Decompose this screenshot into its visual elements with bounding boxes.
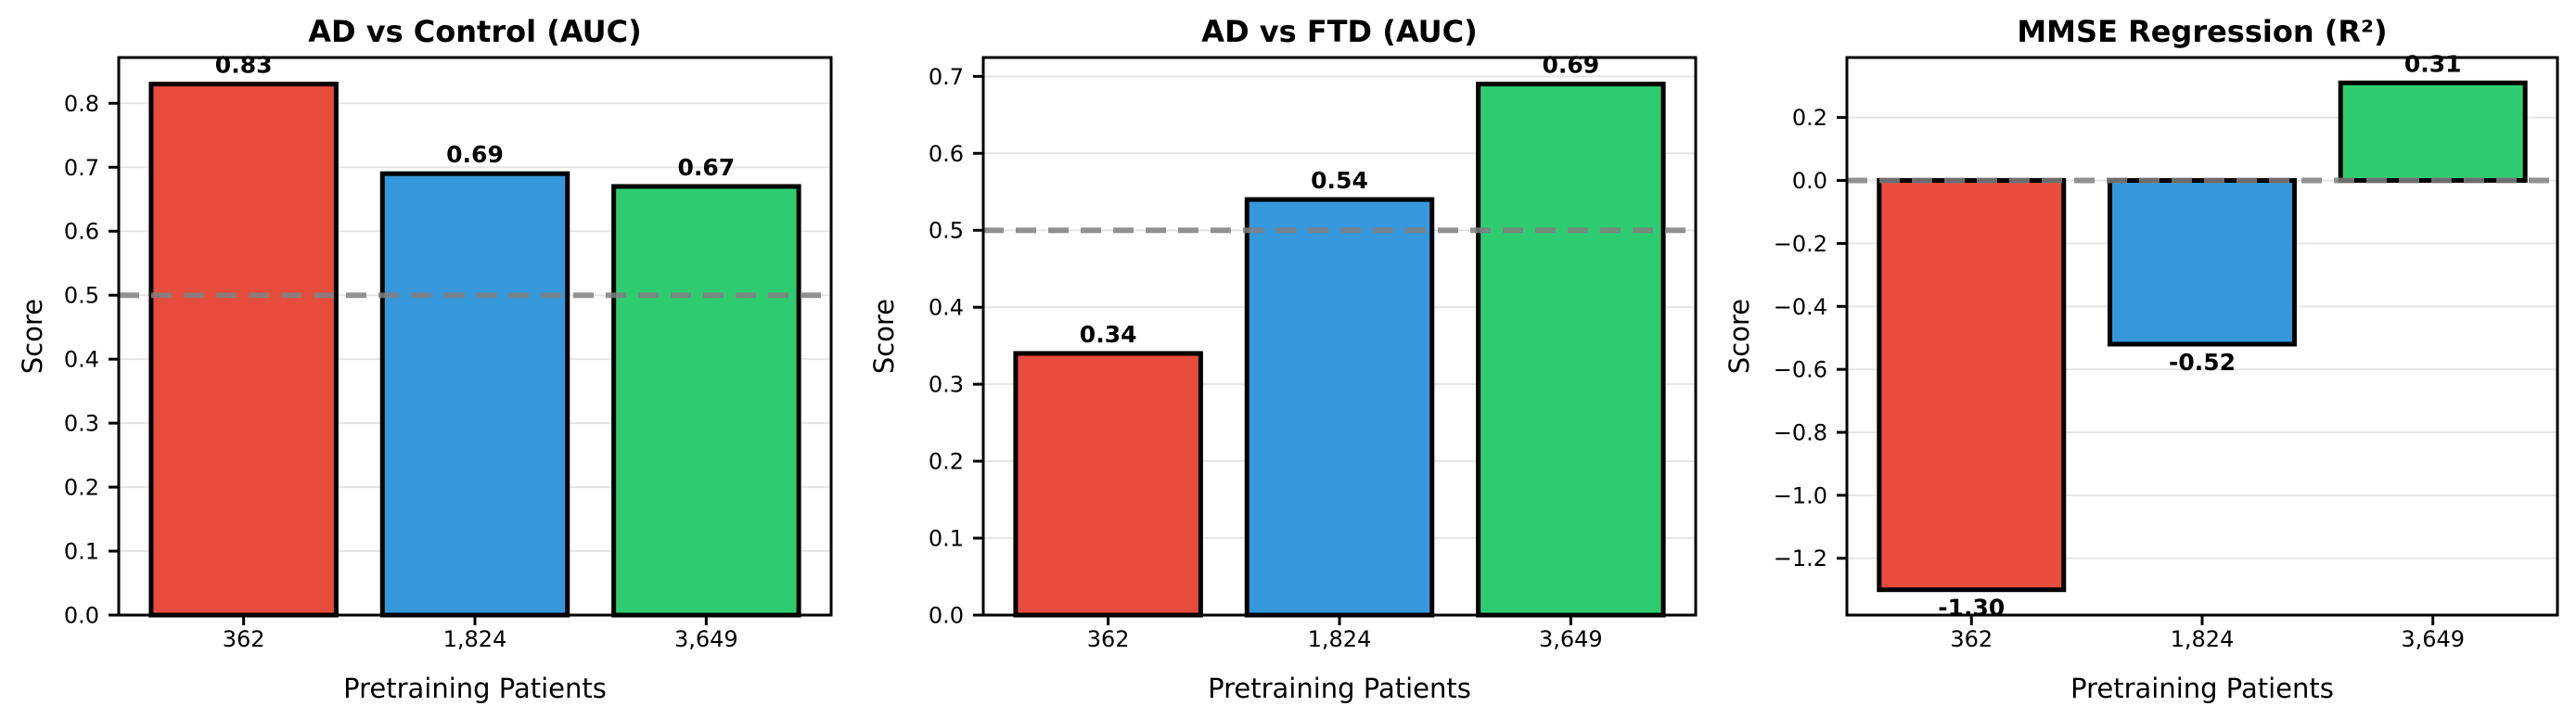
y-tick-label: 0.5 [64, 283, 99, 309]
x-tick-label: 362 [1950, 626, 1993, 652]
y-tick-label: 0.1 [929, 526, 964, 552]
y-tick-label: −0.8 [1774, 420, 1827, 446]
y-tick-label: 0.0 [64, 603, 99, 629]
y-tick-label: 0.0 [929, 603, 964, 629]
bar-value-label: -0.52 [2169, 349, 2236, 376]
x-axis-label: Pretraining Patients [2070, 673, 2334, 704]
y-tick-label: 0.3 [929, 372, 964, 398]
y-tick-label: −1.0 [1774, 482, 1827, 508]
bar-value-label: 0.34 [1080, 321, 1137, 348]
bar [1013, 351, 1203, 618]
y-tick-label: 0.6 [64, 219, 99, 245]
chart-title: AD vs FTD (AUC) [1201, 14, 1477, 49]
y-tick-label: 0.2 [1792, 105, 1827, 131]
bar-value-label: -1.30 [1938, 595, 2005, 622]
y-axis-label: Score [1724, 299, 1755, 374]
bar [2338, 80, 2528, 184]
y-tick-label: 0.2 [64, 475, 99, 501]
y-axis-label: Score [17, 299, 48, 374]
bar [379, 171, 570, 618]
bar [2108, 178, 2297, 347]
bar [1476, 82, 1666, 618]
bar-value-label: 0.54 [1311, 167, 1368, 194]
bar [1877, 178, 2067, 593]
bar [611, 184, 801, 618]
bar [148, 82, 339, 618]
x-tick-label: 1,824 [2171, 626, 2235, 652]
chart-title: AD vs Control (AUC) [308, 14, 641, 49]
bar-value-label: 0.31 [2404, 50, 2462, 77]
x-tick-label: 362 [223, 626, 265, 652]
y-tick-label: −0.6 [1774, 357, 1827, 383]
y-tick-label: 0.7 [64, 155, 99, 181]
y-tick-label: 0.4 [929, 295, 964, 321]
y-tick-label: 0.8 [64, 91, 99, 117]
y-tick-label: 0.5 [929, 218, 964, 244]
bar-value-label: 0.69 [446, 141, 504, 168]
bar [1244, 197, 1435, 618]
y-tick-label: −1.2 [1774, 546, 1827, 571]
y-tick-label: 0.3 [64, 411, 99, 437]
x-tick-label: 3,649 [1539, 626, 1603, 652]
y-tick-label: 0.0 [1792, 168, 1827, 194]
y-tick-label: −0.4 [1774, 294, 1827, 320]
x-tick-label: 3,649 [674, 626, 738, 652]
x-tick-label: 1,824 [443, 626, 507, 652]
y-tick-label: −0.2 [1774, 231, 1827, 257]
x-axis-label: Pretraining Patients [1208, 673, 1471, 704]
subplot-2: 0.2 0.0 −0.2 −0.4 −0.6 −0.8 −1.0 −1.2 362 1,824 3,… [1724, 14, 2559, 704]
chart-title: MMSE Regression (R²) [2017, 14, 2387, 49]
y-tick-label: 0.7 [929, 64, 964, 90]
x-tick-label: 3,649 [2401, 626, 2465, 652]
y-tick-label: 0.6 [929, 141, 964, 167]
y-tick-label: 0.1 [64, 539, 99, 565]
x-axis-label: Pretraining Patients [343, 673, 607, 704]
y-tick-label: 0.2 [929, 449, 964, 475]
x-tick-label: 362 [1087, 626, 1130, 652]
bar-value-label: 0.67 [678, 154, 736, 181]
x-tick-label: 1,824 [1308, 626, 1372, 652]
subplot-0: 0.0 0.1 0.2 0.3 0.4 0.5 0.6 0.7 0.8 362 1,824 3,649… [17, 14, 833, 704]
y-axis-label: Score [868, 299, 900, 374]
y-tick-label: 0.4 [64, 347, 99, 373]
bar-value-label: 0.83 [215, 52, 273, 79]
subplot-1: 0.0 0.1 0.2 0.3 0.4 0.5 0.6 0.7 362 1,824 3,649 AD … [868, 14, 1698, 704]
bar-value-label: 0.69 [1543, 52, 1600, 79]
